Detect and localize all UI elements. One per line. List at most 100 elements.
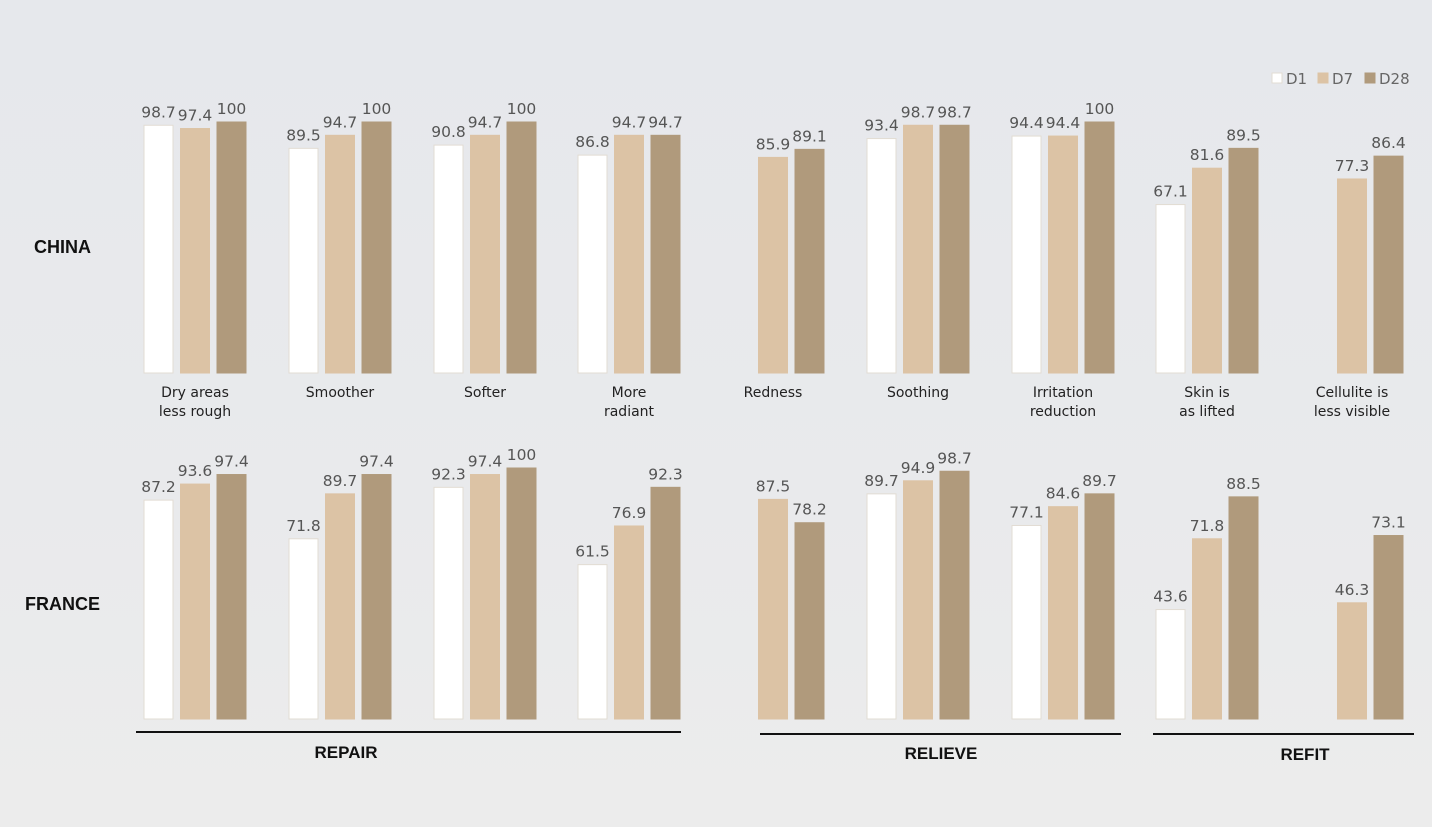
- bars-france: 87.293.697.471.889.797.492.397.4 10061.57…: [141, 446, 1406, 720]
- bar-france-dry-areas-less-rough-d28: [216, 474, 247, 720]
- bar-france-smoother-d28: [361, 474, 392, 720]
- row-label-france: FRANCE: [25, 594, 100, 614]
- bar-china-skin-is-as-lifted-d28: [1228, 147, 1259, 374]
- bar-china-dry-areas-less-rough-d28: [216, 121, 247, 374]
- data-label-france-cellulite-is-less-visible-d28: 73.1: [1371, 514, 1406, 532]
- category-label-dry-areas-less-rough-line2: less rough: [159, 404, 231, 420]
- data-label-china-dry-areas-less-rough-d28: 100: [217, 100, 247, 118]
- bar-china-more-radiant-d7: [614, 134, 644, 374]
- data-label-china-smoother-d28: 100: [362, 100, 392, 118]
- data-label-france-soothing-d7: 94.9: [901, 459, 936, 477]
- data-label-china-smoother-d1: 89.5: [286, 126, 321, 144]
- legend-swatch-d7: [1317, 72, 1329, 84]
- data-label-china-soothing-d1: 93.4: [864, 117, 899, 135]
- bar-china-skin-is-as-lifted-d1: [1155, 204, 1186, 374]
- data-label-france-soothing-d1: 89.7: [864, 472, 899, 490]
- bar-china-smoother-d7: [325, 134, 355, 374]
- data-label-china-soothing-d28: 98.7: [937, 103, 972, 121]
- data-label-france-softer-d1: 92.3: [431, 465, 466, 483]
- data-label-france-irritation-reduction-d28: 89.7: [1082, 472, 1117, 490]
- bar-france-irritation-reduction-d28: [1084, 493, 1115, 720]
- bar-france-cellulite-is-less-visible-d7: [1337, 602, 1367, 720]
- group-label-repair: REPAIR: [315, 743, 378, 762]
- bar-france-skin-is-as-lifted-d1: [1155, 609, 1186, 720]
- bar-china-irritation-reduction-d7: [1048, 135, 1078, 374]
- data-label-china-redness-d7: 85.9: [756, 135, 791, 153]
- bar-france-dry-areas-less-rough-d1: [143, 499, 174, 720]
- bar-china-irritation-reduction-d28: [1084, 121, 1115, 374]
- bar-france-softer-d7: [470, 474, 500, 720]
- data-label-france-more-radiant-d1: 61.5: [575, 543, 610, 561]
- bar-china-skin-is-as-lifted-d7: [1192, 167, 1222, 374]
- data-label-france-dry-areas-less-rough-d28: 97.4: [214, 453, 249, 471]
- data-label-china-skin-is-as-lifted-d1: 67.1: [1153, 183, 1188, 201]
- category-label-soothing: Soothing: [887, 385, 949, 401]
- bar-china-soothing-d28: [939, 124, 970, 374]
- bar-china-softer-d28: [506, 121, 537, 374]
- bar-france-softer-d1: [433, 486, 464, 720]
- bar-france-skin-is-as-lifted-d7: [1192, 538, 1222, 720]
- bar-france-more-radiant-d7: [614, 525, 644, 720]
- category-label-smoother: Smoother: [306, 385, 375, 401]
- bar-china-softer-d7: [470, 134, 500, 374]
- group-label-refit: REFIT: [1280, 745, 1330, 764]
- data-label-china-more-radiant-d7: 94.7: [612, 113, 647, 131]
- data-label-china-smoother-d7: 94.7: [323, 113, 358, 131]
- bar-china-smoother-d1: [288, 147, 319, 374]
- bar-china-soothing-d7: [903, 124, 933, 374]
- data-label-china-cellulite-is-less-visible-d28: 86.4: [1371, 134, 1406, 152]
- data-label-france-smoother-d28: 97.4: [359, 453, 394, 471]
- bar-france-softer-d28: [506, 467, 537, 720]
- bar-france-smoother-d1: [288, 538, 319, 720]
- data-label-france-more-radiant-d7: 76.9: [612, 504, 647, 522]
- group-label-relieve: RELIEVE: [905, 744, 978, 763]
- bar-france-dry-areas-less-rough-d7: [180, 483, 210, 720]
- data-label-china-softer-d28: 100: [507, 100, 537, 118]
- bar-france-soothing-d7: [903, 480, 933, 720]
- bar-china-irritation-reduction-d1: [1011, 135, 1042, 374]
- bar-china-dry-areas-less-rough-d7: [180, 128, 210, 374]
- bar-france-more-radiant-d28: [650, 486, 681, 720]
- data-label-france-redness-d7: 87.5: [756, 477, 791, 495]
- category-label-more-radiant-line2: radiant: [604, 404, 655, 420]
- bar-france-more-radiant-d1: [577, 564, 608, 720]
- data-label-china-cellulite-is-less-visible-d7: 77.3: [1335, 157, 1370, 175]
- data-label-china-dry-areas-less-rough-d7: 97.4: [178, 107, 213, 125]
- data-label-china-more-radiant-d28: 94.7: [648, 113, 683, 131]
- data-label-france-skin-is-as-lifted-d28: 88.5: [1226, 475, 1261, 493]
- data-label-china-irritation-reduction-d1: 94.4: [1009, 114, 1044, 132]
- data-label-france-softer-d7: 97.4: [468, 453, 503, 471]
- category-label-cellulite-is-less-visible-line1: Cellulite is: [1316, 385, 1389, 401]
- data-label-france-softer-d28: 100: [507, 446, 537, 464]
- bar-france-irritation-reduction-d1: [1011, 524, 1042, 720]
- data-label-france-redness-d28: 78.2: [792, 501, 827, 519]
- bar-france-cellulite-is-less-visible-d28: [1373, 535, 1404, 720]
- bar-france-smoother-d7: [325, 493, 355, 720]
- category-label-irritation-reduction-line1: Irritation: [1033, 385, 1093, 401]
- data-label-france-irritation-reduction-d1: 77.1: [1009, 503, 1044, 521]
- data-label-china-softer-d7: 94.7: [468, 113, 503, 131]
- data-label-china-more-radiant-d1: 86.8: [575, 133, 610, 151]
- legend-label-d1: D1: [1286, 70, 1307, 88]
- category-label-irritation-reduction-line2: reduction: [1030, 404, 1096, 420]
- category-label-skin-is-as-lifted-line2: as lifted: [1179, 404, 1235, 420]
- category-label-cellulite-is-less-visible-line2: less visible: [1314, 404, 1390, 420]
- bar-china-softer-d1: [433, 144, 464, 374]
- data-label-france-cellulite-is-less-visible-d7: 46.3: [1335, 581, 1370, 599]
- data-label-china-dry-areas-less-rough-d1: 98.7: [141, 103, 176, 121]
- data-label-france-soothing-d28: 98.7: [937, 449, 972, 467]
- data-label-china-irritation-reduction-d28: 100: [1085, 100, 1115, 118]
- data-label-france-smoother-d7: 89.7: [323, 472, 358, 490]
- category-label-skin-is-as-lifted-line1: Skin is: [1184, 385, 1229, 401]
- category-label-softer: Softer: [464, 385, 506, 401]
- bar-france-irritation-reduction-d7: [1048, 506, 1078, 720]
- bar-china-soothing-d1: [866, 138, 897, 374]
- legend: D1 D7 D28: [1271, 70, 1410, 88]
- bar-france-redness-d7: [758, 498, 788, 720]
- legend-swatch-d28: [1364, 72, 1376, 84]
- bars-china: 98.7 97.4 10089.594.710090.894.710086.894.…: [141, 100, 1406, 374]
- legend-label-d28: D28: [1379, 70, 1410, 88]
- data-label-china-irritation-reduction-d7: 94.4: [1046, 114, 1081, 132]
- data-label-china-softer-d1: 90.8: [431, 123, 466, 141]
